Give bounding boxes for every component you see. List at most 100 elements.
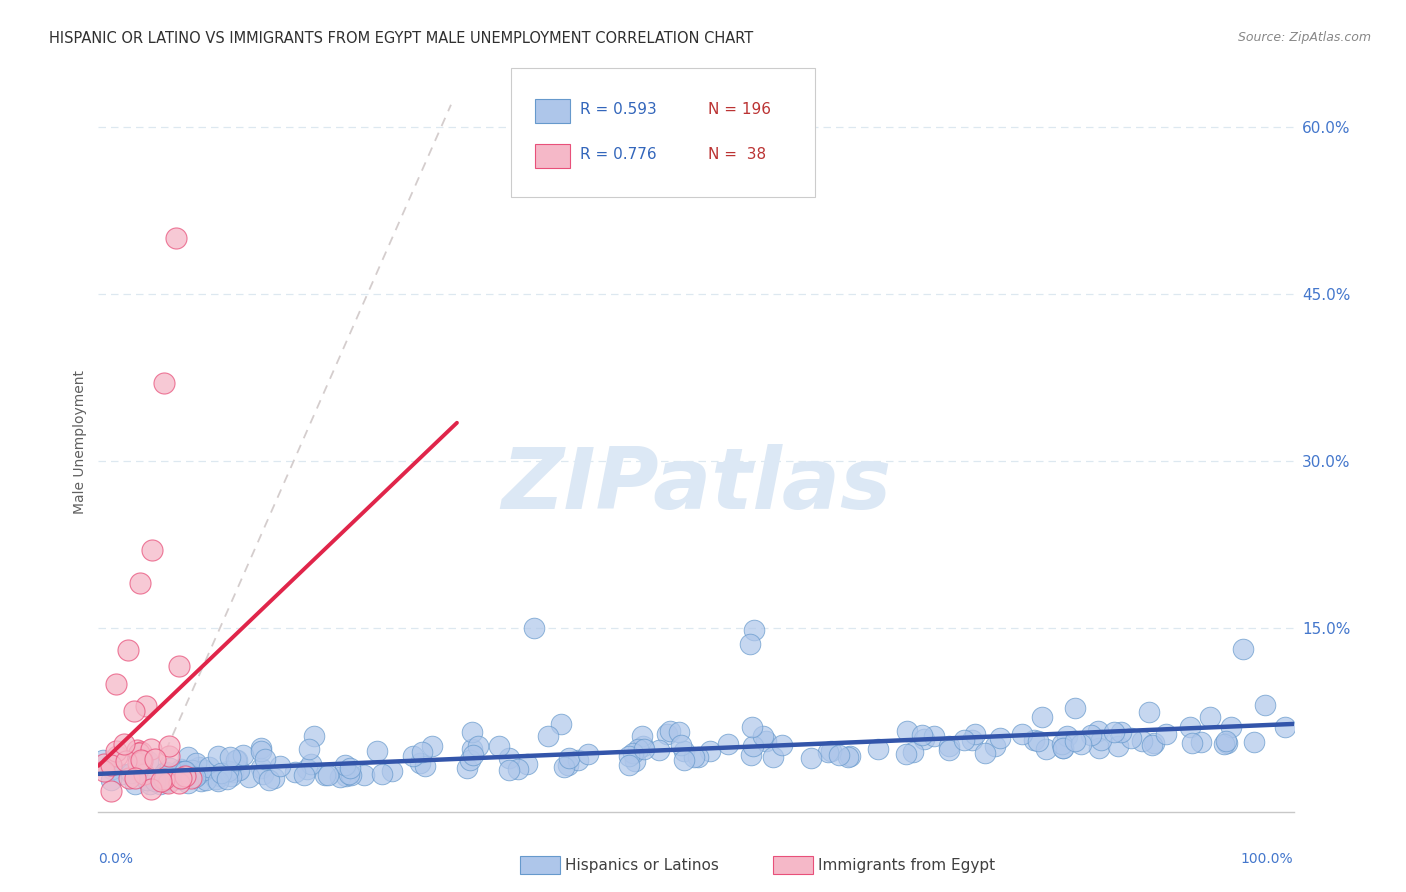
Point bbox=[1220, 720, 1243, 734]
FancyBboxPatch shape bbox=[510, 68, 815, 197]
Point bbox=[699, 744, 721, 758]
Text: 100.0%: 100.0% bbox=[1241, 853, 1294, 866]
Text: R = 0.776: R = 0.776 bbox=[581, 147, 657, 161]
Point bbox=[688, 750, 710, 764]
Point bbox=[1080, 728, 1102, 742]
Point bbox=[181, 763, 204, 777]
Point bbox=[269, 758, 291, 772]
Point bbox=[353, 768, 375, 782]
Point bbox=[169, 764, 191, 778]
Text: Source: ZipAtlas.com: Source: ZipAtlas.com bbox=[1237, 31, 1371, 45]
Point bbox=[228, 763, 250, 777]
Point bbox=[633, 742, 655, 756]
Point bbox=[938, 742, 960, 756]
Text: ZIPatlas: ZIPatlas bbox=[501, 444, 891, 527]
Point bbox=[537, 729, 560, 743]
Point bbox=[100, 772, 122, 787]
Point bbox=[226, 763, 249, 777]
Point bbox=[896, 723, 918, 738]
Point bbox=[187, 760, 209, 774]
Point bbox=[911, 728, 934, 742]
Point bbox=[167, 776, 190, 790]
Point bbox=[1232, 642, 1254, 657]
Point bbox=[508, 762, 530, 776]
FancyBboxPatch shape bbox=[534, 100, 571, 123]
Point bbox=[683, 750, 706, 764]
Point bbox=[817, 745, 839, 759]
Point bbox=[207, 773, 229, 788]
Point bbox=[668, 724, 690, 739]
Point bbox=[1031, 710, 1053, 724]
Point bbox=[157, 776, 180, 790]
Point bbox=[498, 750, 520, 764]
Point bbox=[894, 747, 917, 761]
Point bbox=[173, 769, 195, 783]
Point bbox=[901, 745, 924, 759]
Point bbox=[225, 753, 247, 767]
Point bbox=[219, 769, 242, 783]
Point bbox=[422, 739, 444, 753]
Point bbox=[104, 744, 127, 758]
Point bbox=[209, 766, 232, 780]
Point bbox=[401, 749, 423, 764]
Point bbox=[762, 750, 785, 764]
Point bbox=[1035, 741, 1057, 756]
Point bbox=[1154, 727, 1177, 741]
Point bbox=[339, 761, 361, 775]
Point bbox=[115, 754, 138, 768]
Point bbox=[648, 743, 671, 757]
Point bbox=[101, 762, 124, 776]
Point bbox=[1142, 738, 1164, 752]
Point bbox=[153, 774, 176, 789]
Point bbox=[557, 758, 579, 772]
Point bbox=[366, 744, 388, 758]
Point bbox=[742, 739, 765, 753]
Point bbox=[624, 754, 647, 768]
Point bbox=[1022, 733, 1045, 747]
Point bbox=[250, 740, 273, 755]
Point bbox=[488, 739, 510, 754]
Point bbox=[1087, 741, 1109, 756]
Point bbox=[828, 747, 851, 762]
Point bbox=[134, 766, 156, 780]
Point bbox=[839, 749, 862, 764]
Point bbox=[1052, 741, 1074, 756]
Point bbox=[150, 774, 173, 789]
Point bbox=[672, 753, 695, 767]
Point bbox=[1213, 737, 1236, 751]
Point bbox=[172, 770, 194, 784]
Text: 0.0%: 0.0% bbox=[98, 853, 134, 866]
Point bbox=[184, 770, 207, 784]
Point bbox=[1087, 723, 1109, 738]
Point bbox=[381, 764, 404, 778]
Point bbox=[984, 739, 1007, 754]
Point bbox=[292, 768, 315, 782]
Point bbox=[127, 756, 149, 770]
Point bbox=[139, 742, 162, 756]
Point bbox=[413, 759, 436, 773]
Point bbox=[93, 764, 115, 778]
Point bbox=[553, 760, 575, 774]
Point bbox=[141, 782, 163, 797]
Point bbox=[868, 741, 890, 756]
Point bbox=[217, 764, 239, 778]
Text: N = 196: N = 196 bbox=[709, 103, 770, 118]
FancyBboxPatch shape bbox=[534, 144, 571, 168]
Point bbox=[207, 748, 229, 763]
Point bbox=[837, 750, 859, 764]
Point bbox=[820, 744, 842, 758]
Point bbox=[314, 768, 336, 782]
Point bbox=[752, 729, 775, 743]
Point bbox=[302, 729, 325, 743]
Point bbox=[523, 621, 546, 635]
Point bbox=[922, 729, 945, 743]
Point bbox=[169, 772, 191, 786]
Point bbox=[156, 775, 179, 789]
Point bbox=[124, 777, 146, 791]
Point bbox=[1052, 741, 1074, 756]
Point bbox=[295, 762, 318, 776]
Point bbox=[159, 761, 181, 775]
Point bbox=[250, 744, 273, 758]
Point bbox=[257, 772, 280, 787]
Point bbox=[128, 765, 150, 780]
